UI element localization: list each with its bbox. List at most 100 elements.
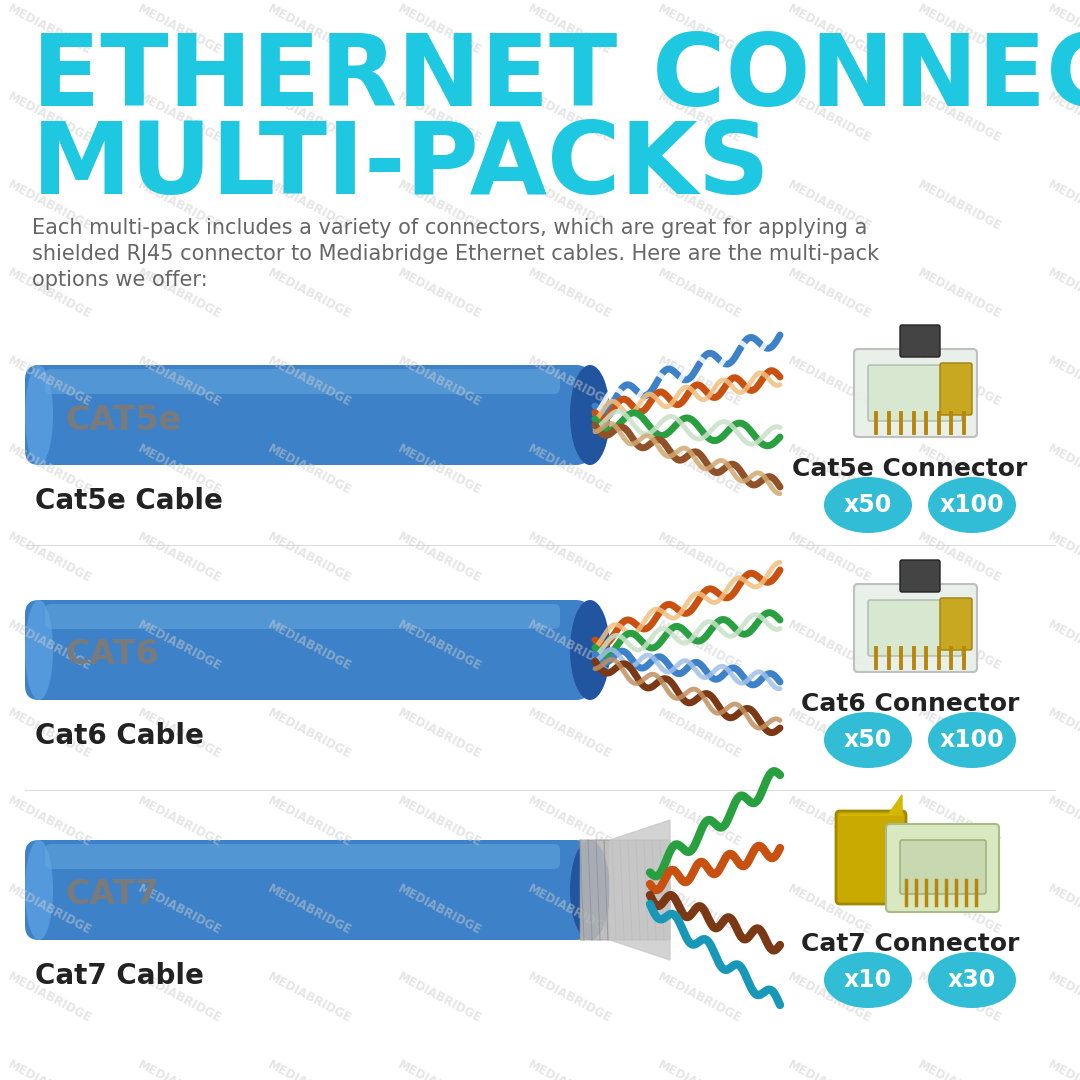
Text: MEDIABRIDGE: MEDIABRIDGE	[786, 1058, 874, 1080]
Text: MEDIABRIDGE: MEDIABRIDGE	[1045, 443, 1080, 498]
Text: MEDIABRIDGE: MEDIABRIDGE	[786, 443, 874, 498]
Text: MEDIABRIDGE: MEDIABRIDGE	[396, 706, 484, 761]
Text: MEDIABRIDGE: MEDIABRIDGE	[526, 443, 615, 498]
Text: MEDIABRIDGE: MEDIABRIDGE	[5, 267, 94, 322]
Text: MEDIABRIDGE: MEDIABRIDGE	[916, 795, 1004, 850]
Text: x30: x30	[948, 968, 996, 993]
Text: MEDIABRIDGE: MEDIABRIDGE	[136, 882, 225, 937]
Text: MEDIABRIDGE: MEDIABRIDGE	[396, 971, 484, 1026]
Text: MEDIABRIDGE: MEDIABRIDGE	[656, 1058, 744, 1080]
Text: CAT6: CAT6	[65, 638, 159, 672]
Text: CAT5e: CAT5e	[65, 404, 181, 436]
Text: MEDIABRIDGE: MEDIABRIDGE	[396, 530, 484, 585]
Text: Cat5e Cable: Cat5e Cable	[35, 487, 222, 515]
Text: MEDIABRIDGE: MEDIABRIDGE	[5, 619, 94, 674]
Text: MEDIABRIDGE: MEDIABRIDGE	[786, 2, 874, 57]
Text: MEDIABRIDGE: MEDIABRIDGE	[786, 619, 874, 674]
Text: Cat7 Connector: Cat7 Connector	[800, 932, 1020, 956]
Text: MEDIABRIDGE: MEDIABRIDGE	[266, 706, 354, 761]
Text: Each multi-pack includes a variety of connectors, which are great for applying a: Each multi-pack includes a variety of co…	[32, 218, 867, 238]
FancyBboxPatch shape	[886, 824, 999, 912]
Text: MEDIABRIDGE: MEDIABRIDGE	[1045, 706, 1080, 761]
Text: options we offer:: options we offer:	[32, 270, 207, 291]
Text: x50: x50	[843, 728, 892, 752]
FancyBboxPatch shape	[900, 840, 986, 894]
Text: MEDIABRIDGE: MEDIABRIDGE	[526, 178, 615, 233]
FancyBboxPatch shape	[900, 561, 940, 592]
Text: Cat7 Cable: Cat7 Cable	[35, 962, 204, 990]
Polygon shape	[840, 795, 902, 815]
Text: MEDIABRIDGE: MEDIABRIDGE	[266, 882, 354, 937]
FancyBboxPatch shape	[45, 843, 561, 869]
Text: MEDIABRIDGE: MEDIABRIDGE	[1045, 178, 1080, 233]
Text: MEDIABRIDGE: MEDIABRIDGE	[526, 530, 615, 585]
FancyBboxPatch shape	[868, 600, 962, 656]
Text: MEDIABRIDGE: MEDIABRIDGE	[786, 267, 874, 322]
Text: MEDIABRIDGE: MEDIABRIDGE	[656, 178, 744, 233]
Text: MULTI-PACKS: MULTI-PACKS	[32, 118, 771, 215]
Text: MEDIABRIDGE: MEDIABRIDGE	[526, 882, 615, 937]
Text: MEDIABRIDGE: MEDIABRIDGE	[916, 530, 1004, 585]
Text: MEDIABRIDGE: MEDIABRIDGE	[266, 354, 354, 409]
Text: Cat5e Connector: Cat5e Connector	[793, 457, 1028, 481]
Text: MEDIABRIDGE: MEDIABRIDGE	[526, 354, 615, 409]
Text: MEDIABRIDGE: MEDIABRIDGE	[5, 795, 94, 850]
Text: ETHERNET CONNECTOR: ETHERNET CONNECTOR	[32, 30, 1080, 127]
Text: MEDIABRIDGE: MEDIABRIDGE	[5, 91, 94, 146]
Text: x100: x100	[940, 492, 1004, 517]
Text: MEDIABRIDGE: MEDIABRIDGE	[266, 971, 354, 1026]
Text: x100: x100	[940, 728, 1004, 752]
Text: MEDIABRIDGE: MEDIABRIDGE	[656, 267, 744, 322]
Text: MEDIABRIDGE: MEDIABRIDGE	[1045, 1058, 1080, 1080]
Text: MEDIABRIDGE: MEDIABRIDGE	[136, 971, 225, 1026]
Text: MEDIABRIDGE: MEDIABRIDGE	[1045, 2, 1080, 57]
Text: MEDIABRIDGE: MEDIABRIDGE	[786, 178, 874, 233]
Text: MEDIABRIDGE: MEDIABRIDGE	[5, 882, 94, 937]
Text: MEDIABRIDGE: MEDIABRIDGE	[5, 2, 94, 57]
Text: MEDIABRIDGE: MEDIABRIDGE	[266, 795, 354, 850]
Text: MEDIABRIDGE: MEDIABRIDGE	[5, 178, 94, 233]
FancyBboxPatch shape	[25, 600, 590, 700]
Text: MEDIABRIDGE: MEDIABRIDGE	[1045, 354, 1080, 409]
Polygon shape	[610, 820, 670, 960]
FancyBboxPatch shape	[836, 811, 906, 904]
Ellipse shape	[824, 951, 912, 1008]
Text: MEDIABRIDGE: MEDIABRIDGE	[396, 882, 484, 937]
Text: MEDIABRIDGE: MEDIABRIDGE	[786, 91, 874, 146]
FancyBboxPatch shape	[940, 363, 972, 415]
Text: MEDIABRIDGE: MEDIABRIDGE	[916, 91, 1004, 146]
Text: MEDIABRIDGE: MEDIABRIDGE	[526, 971, 615, 1026]
Text: Cat6 Connector: Cat6 Connector	[800, 692, 1020, 716]
Text: MEDIABRIDGE: MEDIABRIDGE	[136, 1058, 225, 1080]
Text: MEDIABRIDGE: MEDIABRIDGE	[526, 795, 615, 850]
Text: MEDIABRIDGE: MEDIABRIDGE	[396, 619, 484, 674]
Text: MEDIABRIDGE: MEDIABRIDGE	[266, 443, 354, 498]
Ellipse shape	[25, 840, 53, 940]
Text: MEDIABRIDGE: MEDIABRIDGE	[916, 354, 1004, 409]
Text: MEDIABRIDGE: MEDIABRIDGE	[396, 91, 484, 146]
Text: MEDIABRIDGE: MEDIABRIDGE	[656, 706, 744, 761]
FancyBboxPatch shape	[580, 840, 670, 940]
Text: MEDIABRIDGE: MEDIABRIDGE	[396, 178, 484, 233]
Text: MEDIABRIDGE: MEDIABRIDGE	[786, 795, 874, 850]
Text: MEDIABRIDGE: MEDIABRIDGE	[5, 443, 94, 498]
Text: MEDIABRIDGE: MEDIABRIDGE	[266, 91, 354, 146]
Ellipse shape	[570, 365, 610, 465]
Text: MEDIABRIDGE: MEDIABRIDGE	[1045, 619, 1080, 674]
Text: MEDIABRIDGE: MEDIABRIDGE	[526, 2, 615, 57]
Text: MEDIABRIDGE: MEDIABRIDGE	[656, 354, 744, 409]
Text: MEDIABRIDGE: MEDIABRIDGE	[786, 706, 874, 761]
Ellipse shape	[570, 600, 610, 700]
Text: MEDIABRIDGE: MEDIABRIDGE	[136, 619, 225, 674]
Text: MEDIABRIDGE: MEDIABRIDGE	[656, 91, 744, 146]
FancyBboxPatch shape	[45, 604, 561, 629]
Ellipse shape	[824, 712, 912, 768]
Text: MEDIABRIDGE: MEDIABRIDGE	[656, 2, 744, 57]
Text: MEDIABRIDGE: MEDIABRIDGE	[916, 619, 1004, 674]
Ellipse shape	[928, 477, 1016, 534]
Text: MEDIABRIDGE: MEDIABRIDGE	[656, 971, 744, 1026]
Ellipse shape	[25, 600, 53, 700]
Text: x10: x10	[843, 968, 892, 993]
Text: MEDIABRIDGE: MEDIABRIDGE	[396, 443, 484, 498]
Text: MEDIABRIDGE: MEDIABRIDGE	[526, 91, 615, 146]
